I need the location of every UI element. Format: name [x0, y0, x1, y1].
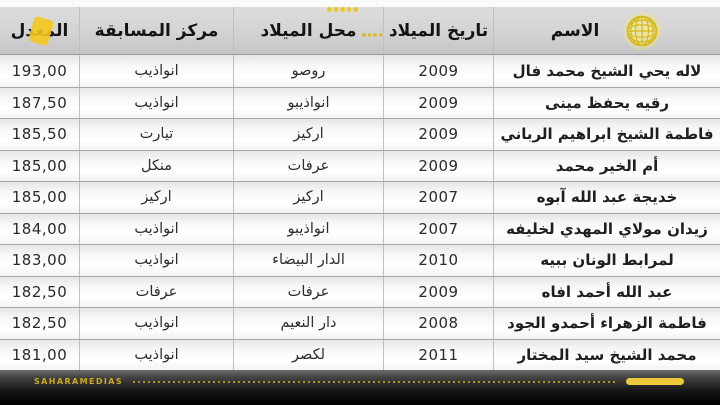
yellow-highlight-bar	[626, 378, 684, 385]
cell-average: 184,00	[11, 219, 68, 238]
cell-center: انواذيب	[79, 339, 233, 370]
cell-birth-date: 2009	[383, 276, 493, 307]
cell-center: انواذيب	[79, 213, 233, 244]
column-header-name-label: الاسم	[550, 20, 600, 41]
cell-birth-date: 2009	[383, 150, 493, 181]
brand-label: SAHARAMEDIAS	[34, 377, 123, 386]
cell-average: 187,50	[11, 93, 68, 112]
globe-icon	[621, 10, 663, 52]
cell-birth-place: لكصر	[233, 339, 383, 370]
cell-birth-date: 2007	[383, 182, 493, 213]
table-body: لاله يحي الشيخ محمد فال 2009 روصو انواذي…	[0, 55, 720, 370]
cell-birth-place: دار النعيم	[233, 308, 383, 339]
table-row: رقيه يحفظ مينى 2009 انواذيبو انواذيب 187…	[0, 86, 720, 118]
cell-birth-place: الدار البيضاء	[233, 245, 383, 276]
table-row: محمد الشيخ سيد المختار 2011 لكصر انواذيب…	[0, 338, 720, 370]
cell-birth-date: 2008	[383, 308, 493, 339]
cell-center: منكل	[79, 150, 233, 181]
footer-bar: SAHARAMEDIAS	[0, 370, 720, 405]
cell-birth-place: اركيز	[233, 182, 383, 213]
column-header-center: مركز المسابقة	[79, 7, 233, 54]
cell-birth-date: 2011	[383, 339, 493, 370]
cell-center: انواذيب	[79, 55, 233, 87]
cell-birth-place: عرفات	[233, 276, 383, 307]
table-row: فاطمة الشيخ ابراهيم الرباني 2009 اركيز ت…	[0, 118, 720, 150]
cell-average: 185,00	[11, 188, 68, 207]
cell-center: انواذيب	[79, 308, 233, 339]
cell-average: 185,50	[11, 125, 68, 144]
cell-name: فاطمة الشيخ ابراهيم الرباني	[493, 119, 720, 150]
yellow-dots-icon	[327, 7, 358, 12]
cell-average: 182,50	[11, 314, 68, 333]
cell-name: لاله يحي الشيخ محمد فال	[493, 55, 720, 87]
table-row: فاطمة الزهراء أحمدو الجود 2008 دار النعي…	[0, 307, 720, 339]
column-header-birth-place-label: محل الميلاد	[260, 20, 357, 41]
cell-center: انواذيب	[79, 245, 233, 276]
cell-average: 193,00	[11, 61, 68, 80]
column-header-birth-date-label: تاريخ الميلاد	[388, 20, 489, 41]
column-header-name: الاسم	[493, 7, 720, 54]
cell-birth-place: عرفات	[233, 150, 383, 181]
cell-name: لمرابط الونان ببيه	[493, 245, 720, 276]
table-row: خديجة عبد الله آبوه 2007 اركيز اركيز 185…	[0, 181, 720, 213]
cell-birth-place: انواذيبو	[233, 213, 383, 244]
dotted-line	[133, 380, 616, 383]
cell-birth-date: 2010	[383, 245, 493, 276]
cell-name: عبد الله أحمد افاه	[493, 276, 720, 307]
cell-center: اركيز	[79, 182, 233, 213]
column-header-average: المعدل	[0, 7, 79, 54]
table-row: لاله يحي الشيخ محمد فال 2009 روصو انواذي…	[0, 55, 720, 87]
table-row: عبد الله أحمد افاه 2009 عرفات عرفات 182,…	[0, 275, 720, 307]
top-strip	[0, 0, 720, 7]
cell-birth-date: 2009	[383, 119, 493, 150]
cell-name: أم الخير محمد	[493, 150, 720, 181]
column-header-birth-place: محل الميلاد	[233, 7, 383, 54]
table-header: الاسم تاريخ الميلاد محل الميلاد مركز الم…	[0, 7, 720, 55]
table-row: زيدان مولاي المهدي لخليفه 2007 انواذيبو …	[0, 212, 720, 244]
cell-name: زيدان مولاي المهدي لخليفه	[493, 213, 720, 244]
cell-name: فاطمة الزهراء أحمدو الجود	[493, 308, 720, 339]
cell-birth-date: 2007	[383, 213, 493, 244]
cell-name: رقيه يحفظ مينى	[493, 87, 720, 118]
cell-birth-place: انواذيبو	[233, 87, 383, 118]
table-row: لمرابط الونان ببيه 2010 الدار البيضاء ان…	[0, 244, 720, 276]
cell-name: خديجة عبد الله آبوه	[493, 182, 720, 213]
cell-average: 182,50	[11, 282, 68, 301]
cell-average: 183,00	[11, 251, 68, 270]
column-header-center-label: مركز المسابقة	[94, 20, 219, 41]
table-row: أم الخير محمد 2009 عرفات منكل 185,00	[0, 149, 720, 181]
cell-name: محمد الشيخ سيد المختار	[493, 339, 720, 370]
cell-average: 181,00	[11, 345, 68, 364]
cell-center: تيارت	[79, 119, 233, 150]
cell-birth-date: 2009	[383, 87, 493, 118]
cell-center: عرفات	[79, 276, 233, 307]
cell-birth-place: اركيز	[233, 119, 383, 150]
column-header-birth-date: تاريخ الميلاد	[383, 7, 493, 54]
yellow-dots-small-icon	[362, 33, 382, 37]
cell-birth-place: روصو	[233, 55, 383, 87]
cell-birth-date: 2009	[383, 55, 493, 87]
cell-center: انواذيب	[79, 87, 233, 118]
cell-average: 185,00	[11, 156, 68, 175]
